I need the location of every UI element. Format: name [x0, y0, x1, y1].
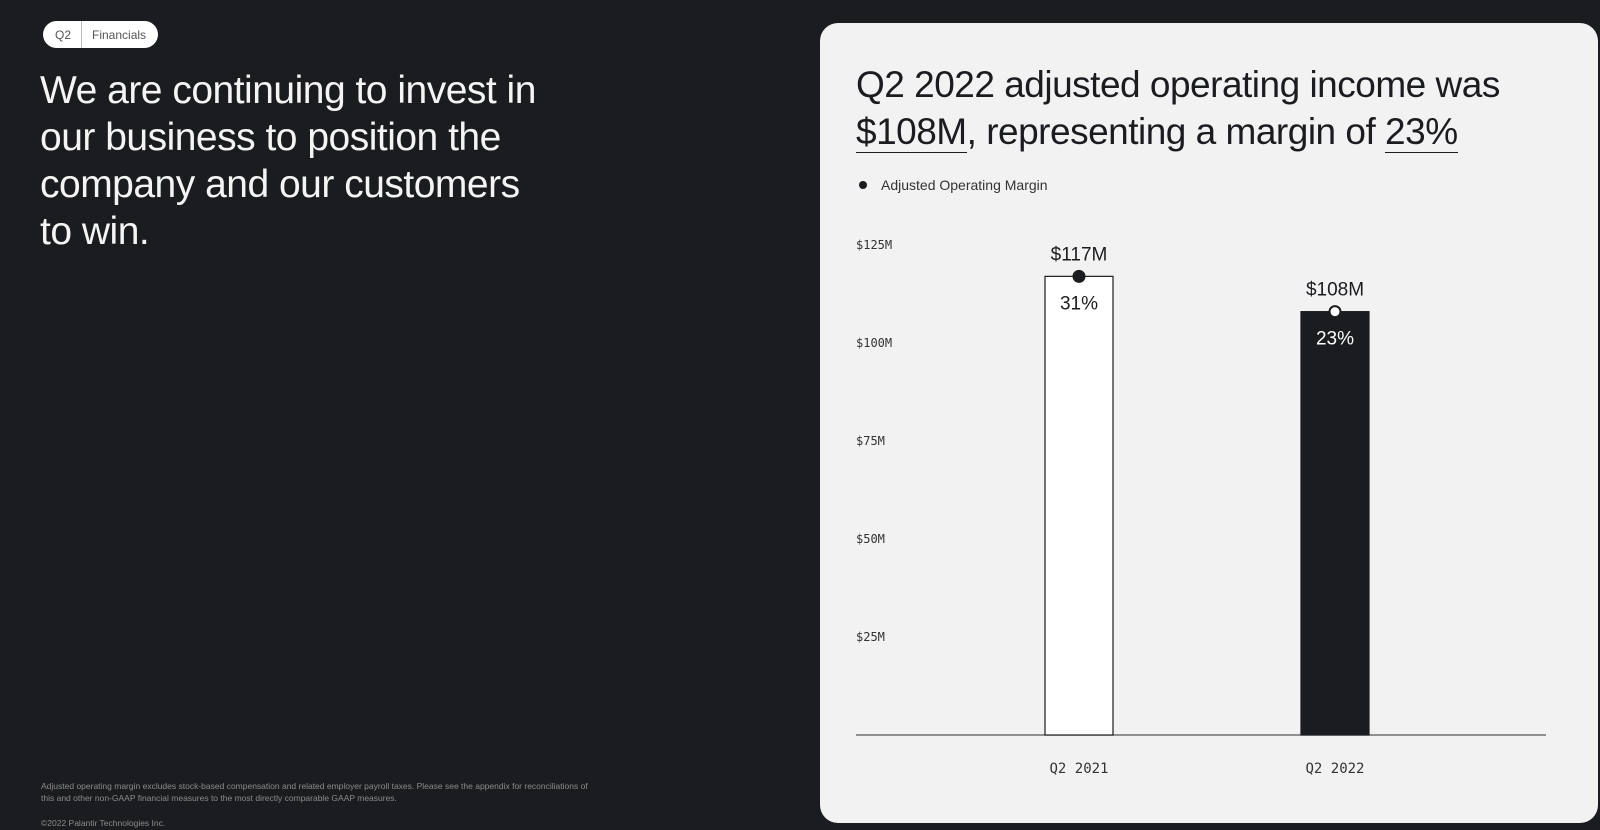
x-tick-label: Q2 2022 — [1305, 761, 1364, 777]
title-mid: , representing a margin of — [966, 111, 1386, 152]
y-tick-label: $50M — [856, 532, 885, 546]
title-pre: Q2 2022 adjusted operating income was — [856, 64, 1500, 105]
quarter-label: Q2 — [43, 21, 83, 48]
y-tick-label: $25M — [856, 630, 885, 644]
value-label: $117M — [1051, 244, 1108, 265]
section-label: Financials — [92, 27, 147, 42]
margin-marker — [1072, 269, 1086, 283]
page-headline: We are continuing to invest in our busin… — [40, 69, 536, 253]
footnote: Adjusted operating margin excludes stock… — [41, 781, 588, 803]
margin-marker — [1328, 305, 1342, 319]
title-value: $108M — [856, 111, 967, 153]
bar-chart: $25M $50M $75M $100M $125M $117M 31% Q2 2021 $10… — [856, 238, 1546, 777]
bar-q2-2021 — [1044, 275, 1114, 736]
y-tick-label: $75M — [856, 434, 885, 448]
section-badge: Q2 Financials — [43, 21, 159, 48]
legend-dot-icon — [859, 181, 867, 189]
legend-label: Adjusted Operating Margin — [881, 177, 1048, 193]
chart-card: Q2 2022 adjusted operating income was $1… — [820, 23, 1598, 823]
bar-q2-2022 — [1300, 311, 1370, 736]
chart-legend: Adjusted Operating Margin — [856, 177, 1048, 193]
chart-title: Q2 2022 adjusted operating income was $1… — [856, 61, 1576, 155]
margin-label: 23% — [1316, 329, 1354, 350]
copyright: ©2022 Palantir Technologies Inc. — [41, 818, 166, 828]
margin-label: 31% — [1060, 293, 1098, 314]
y-tick-label: $100M — [856, 336, 892, 350]
title-margin: 23% — [1385, 111, 1458, 153]
x-tick-label: Q2 2021 — [1049, 761, 1108, 777]
y-tick-label: $125M — [856, 238, 892, 252]
value-label: $108M — [1306, 280, 1364, 301]
